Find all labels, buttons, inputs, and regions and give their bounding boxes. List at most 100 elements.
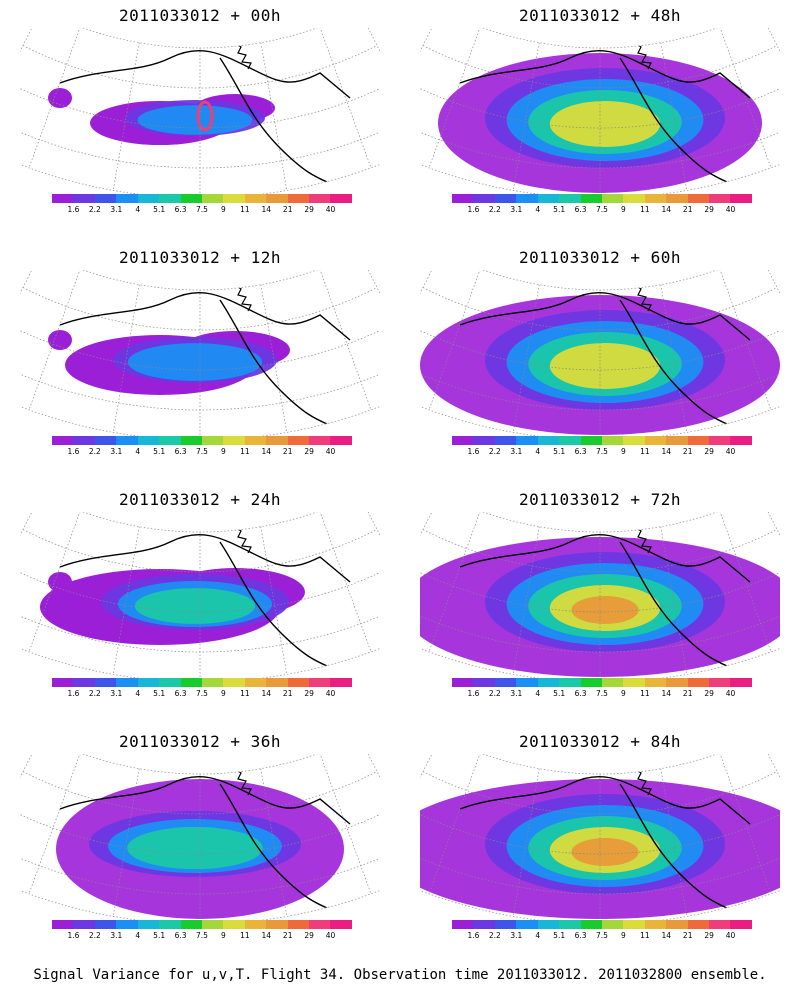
colorbar-swatch [201,678,224,687]
graticule-meridian [512,768,540,917]
variance-field [48,330,72,350]
graticule-parallel [420,116,780,169]
variance-contour [571,838,639,866]
graticule-parallel [20,600,380,653]
colorbar-label: 4 [535,689,541,698]
colorbar-labels: 1.6 2.2 3.1 4 5.1 6.3 7.5 9 11 14 21 29 40 [452,689,752,699]
colorbar-labels: 1.6 2.2 3.1 4 5.1 6.3 7.5 9 11 14 21 29 40 [452,447,752,457]
colorbar-swatch [730,678,752,687]
colorbar-labels: 1.6 2.2 3.1 4 5.1 6.3 7.5 9 11 14 21 29 40 [452,205,752,215]
colorbar-label: 2.2 [88,205,101,214]
colorbar-swatch [309,436,331,445]
forecast-map [20,512,380,682]
colorbar-label: 7.5 [196,205,208,214]
colorbar-label: 7.5 [196,931,208,940]
colorbar-label: 29 [304,205,314,214]
colorbar: 1.6 2.2 3.1 4 5.1 6.3 7.5 9 11 14 21 29 40 [52,920,352,941]
colorbar-label: 40 [725,205,736,214]
colorbar-label: 14 [261,931,272,940]
colorbar-swatch [601,678,624,687]
forecast-map [420,28,780,198]
colorbar-swatch [687,678,710,687]
panel-title: 2011033012 + 48h [518,6,682,25]
colorbar-swatch [452,194,474,203]
colorbar-label: 14 [261,447,272,456]
colorbar-labels: 1.6 2.2 3.1 4 5.1 6.3 7.5 9 11 14 21 29 40 [52,447,352,457]
graticule-meridian [428,270,481,410]
colorbar-swatch [94,194,117,203]
variance-contour [127,826,263,870]
colorbar-swatch [623,678,645,687]
colorbar-swatch [580,678,602,687]
graticule-parallel [20,80,380,129]
graticule-parallel [420,564,780,613]
map-border [20,512,380,682]
colorbar-swatch [559,678,581,687]
colorbar-labels: 1.6 2.2 3.1 4 5.1 6.3 7.5 9 11 14 21 29 40 [52,931,352,941]
colorbar-label: 9 [221,205,226,214]
colorbar-swatch [601,194,624,203]
colorbar-label: 9 [221,689,226,698]
colorbar-swatch [494,194,517,203]
colorbar-swatch [623,920,645,929]
graticule-meridian [660,768,688,917]
graticule-parallel [20,358,380,411]
map-border [20,754,380,924]
graticule-parallel [420,322,780,371]
colorbar-label: 2.2 [88,689,101,698]
colorbar-swatch [330,678,352,687]
colorbar-swatches [52,194,352,203]
colorbar-swatch [687,194,710,203]
colorbar-swatch [309,194,331,203]
colorbar-swatch [709,436,731,445]
colorbar-swatches [452,194,752,203]
coastline [234,42,252,70]
colorbar-swatch [687,436,710,445]
colorbar-swatch [666,920,688,929]
colorbar-label: 6.3 [174,689,187,698]
colorbar-swatch [601,436,624,445]
forecast-map [20,754,380,924]
colorbar-swatches [52,920,352,929]
colorbar-swatches [52,436,352,445]
colorbar-swatch [473,436,495,445]
graticule-parallel [20,806,380,855]
colorbar-swatch [473,194,495,203]
colorbar-swatch [73,678,95,687]
colorbar-swatch [644,194,667,203]
colorbar-label: 6.3 [574,931,587,940]
colorbar-swatch [52,678,74,687]
colorbar-label: 21 [682,931,693,940]
colorbar-swatch [52,194,74,203]
graticule-meridian [512,526,540,675]
colorbar-label: 9 [221,447,226,456]
colorbar-swatch [494,920,517,929]
colorbar-swatch [223,920,245,929]
colorbar-label: 1.6 [467,689,480,698]
colorbar-swatch [180,920,202,929]
panel-72h: 2011033012 + 72h 1.6 2.2 3.1 4 5.1 6.3 7.5 9 11 1… [410,484,790,719]
colorbar-swatch [266,194,288,203]
colorbar-label: 11 [640,931,650,940]
colorbar-label: 5.1 [153,205,166,214]
forecast-map [420,754,780,924]
colorbar-swatch [730,920,752,929]
variance-field [48,572,72,592]
colorbar-swatch [94,436,117,445]
colorbar-label: 5.1 [553,689,566,698]
colorbar-label: 1.6 [67,689,80,698]
colorbar-label: 3.1 [510,205,523,214]
colorbar-swatch [52,436,74,445]
colorbar-swatch [580,436,602,445]
coastline [234,768,252,796]
colorbar: 1.6 2.2 3.1 4 5.1 6.3 7.5 9 11 14 21 29 40 [452,436,752,457]
colorbar-label: 4 [535,205,541,214]
colorbar-swatch [266,920,288,929]
colorbar-swatch [94,678,117,687]
graticule-parallel [420,600,780,653]
colorbar-label: 40 [325,205,336,214]
colorbar-label: 7.5 [596,447,608,456]
colorbar-label: 40 [725,931,736,940]
graticule-meridian [660,42,688,191]
colorbar-label: 40 [725,689,736,698]
